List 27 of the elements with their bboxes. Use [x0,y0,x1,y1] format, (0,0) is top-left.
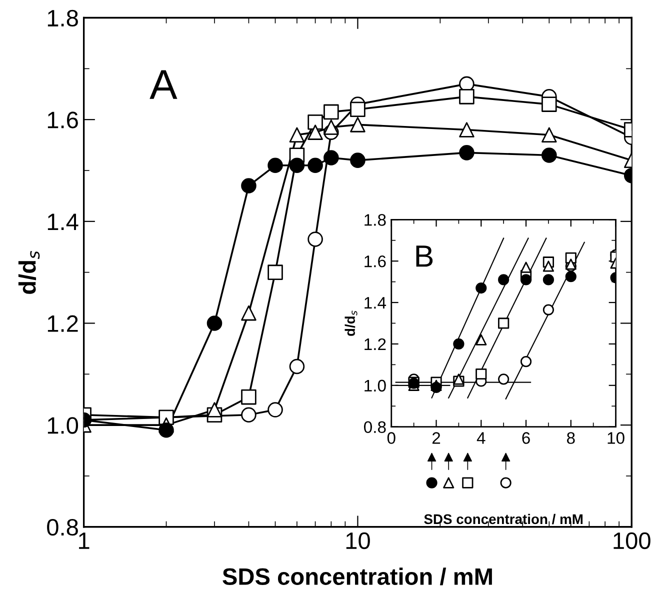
x-tick-label: 1 [79,532,90,549]
y-axis-title: d/d$_{s}$ [18,250,40,294]
x-axis-title: SDS concentration / mM [222,568,492,586]
y-tick-label: 1.4 [48,214,78,230]
annotation: A [150,70,178,99]
x-tick-label: 0 [387,432,396,444]
y-tick-label: 0.8 [364,421,386,434]
x-tick-label: 100 [614,532,650,550]
annotation: B [416,246,433,267]
x-tick-label: 2 [432,432,440,444]
x-tick-label: 10 [608,432,624,444]
y-axis-title: d/d$_{s}$ [344,310,358,336]
y-tick-label: 1.8 [48,10,78,27]
y-tick-label: 1.2 [364,338,386,350]
y-tick-label: 1.2 [48,315,78,332]
y-tick-label: 1.0 [364,380,386,392]
x-tick-label: 8 [566,432,575,444]
x-tick-label: 6 [522,432,530,444]
y-tick-label: 1.8 [364,214,386,226]
y-tick-label: 1.6 [364,255,386,268]
y-tick-label: 1.4 [364,297,386,309]
x-axis-title: SDS concentration / mM [424,514,583,524]
y-tick-label: 1.6 [48,112,78,128]
x-tick-label: 4 [476,432,486,444]
y-tick-label: 1.0 [48,417,78,434]
y-tick-label: 0.8 [47,518,78,536]
x-tick-label: 10 [346,532,370,550]
